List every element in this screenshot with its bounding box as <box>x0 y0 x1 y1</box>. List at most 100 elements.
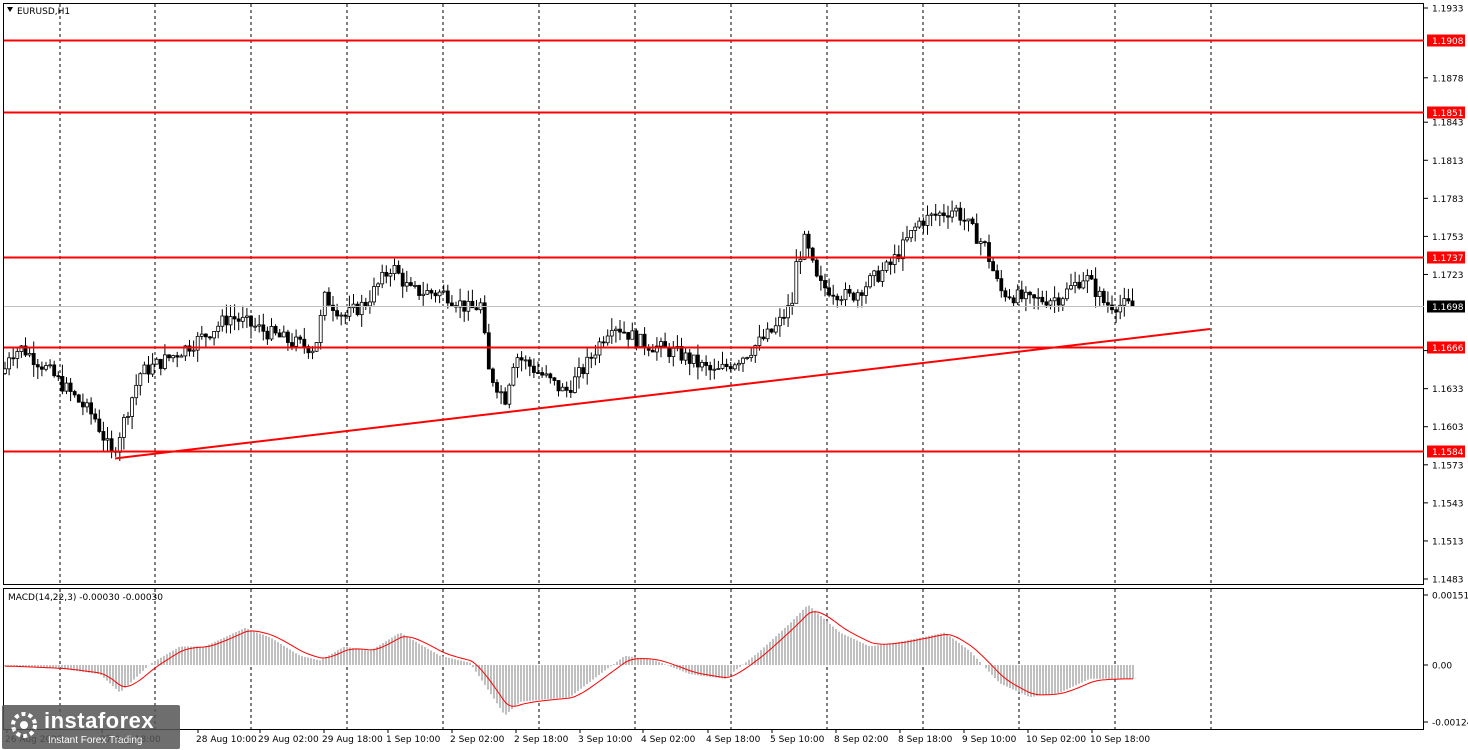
candle-bull <box>1036 296 1041 299</box>
candle-bear <box>1007 296 1012 299</box>
time-label: 8 Sep 02:00 <box>834 735 889 745</box>
candle-bull <box>15 351 20 359</box>
candle-bear <box>1040 296 1045 303</box>
candle-bear <box>93 413 98 420</box>
candle-bull <box>499 391 504 394</box>
candle-bear <box>265 330 270 340</box>
candle-bear <box>277 332 282 338</box>
candle-bull <box>884 261 889 271</box>
candle-bear <box>847 289 852 294</box>
candle-bear <box>761 336 766 340</box>
candle-bear <box>831 294 836 297</box>
candle-bull <box>1024 291 1028 300</box>
candle-bear <box>490 368 495 383</box>
candle-bull <box>134 384 139 399</box>
candle-bull <box>585 356 590 375</box>
candle-bear <box>482 302 487 334</box>
candle-bear <box>946 215 950 218</box>
candle-bull <box>794 261 799 304</box>
candle-bull <box>437 291 442 297</box>
candle-bear <box>642 333 647 348</box>
candle-bull <box>27 353 32 356</box>
candle-bull <box>773 325 778 333</box>
price-tick-label: 1.1753 <box>1432 233 1464 243</box>
price-tick-label: 1.1543 <box>1432 499 1464 509</box>
candle-bull <box>839 299 844 302</box>
price-tick-label: 1.1813 <box>1432 157 1464 167</box>
candle-bear <box>89 402 93 415</box>
candle-bear <box>888 261 893 265</box>
level-price-label: 1.1666 <box>1432 344 1464 354</box>
candle-bull <box>376 283 381 287</box>
candle-bull <box>44 365 48 370</box>
candle-bear <box>532 365 536 373</box>
level-price-tag <box>1427 445 1465 458</box>
candle-bull <box>573 376 577 393</box>
candle-bear <box>384 271 389 277</box>
candle-bull <box>367 301 372 307</box>
candle-bear <box>1089 275 1094 280</box>
candle-bear <box>23 345 28 356</box>
time-label: 10 Sep 02:00 <box>1026 735 1086 745</box>
candle-bull <box>913 226 918 231</box>
support-trendline[interactable] <box>114 328 1211 460</box>
candle-bear <box>396 265 401 274</box>
candle-bull <box>515 357 520 368</box>
candle-bear <box>819 275 823 281</box>
macd-tick-label: -0.00124 <box>1432 719 1468 729</box>
time-label: 4 Sep 02:00 <box>641 735 696 745</box>
macd-label: MACD(14,22,3) -0.00030 -0.00030 <box>8 593 163 603</box>
horizontal-levels[interactable]: 1.1908 1.1851 1.1737 1.1666 1.1584 <box>4 34 1465 459</box>
candle-bull <box>404 282 409 287</box>
candle-bull <box>162 354 167 369</box>
price-tick-label: 1.1483 <box>1432 576 1464 586</box>
candle-bull <box>372 286 376 303</box>
candle-bull <box>954 207 959 212</box>
time-label: 28 Aug 10:00 <box>196 735 257 745</box>
candle-bull <box>351 303 356 309</box>
candle-bull <box>577 367 581 378</box>
price-tick-label: 1.1933 <box>1432 5 1464 15</box>
candle-bear <box>35 364 40 368</box>
time-label: 2 Sep 02:00 <box>450 735 505 745</box>
candle-bear <box>146 364 151 375</box>
candle-bull <box>659 341 663 347</box>
candle-bull <box>154 358 159 365</box>
candle-bull <box>745 357 749 359</box>
candle-bull <box>142 364 147 375</box>
candle-bull <box>630 330 635 340</box>
candle-bear <box>52 364 57 377</box>
candle-bear <box>851 292 856 301</box>
candle-bear <box>1130 300 1135 307</box>
candle-bull <box>425 290 430 295</box>
candle-bear <box>704 362 708 366</box>
candle-bull <box>195 335 200 351</box>
candle-bull <box>937 212 942 216</box>
candle-bull <box>1118 304 1123 313</box>
candle-bear <box>298 336 303 340</box>
candle-bull <box>1097 290 1102 297</box>
candle-bull <box>244 315 249 318</box>
price-tick-label: 1.1878 <box>1432 74 1464 84</box>
candle-bull <box>864 286 868 296</box>
price-tick-label: 1.1723 <box>1432 271 1464 281</box>
candle-bull <box>179 355 184 358</box>
candle-bear <box>1077 281 1082 289</box>
vertical-grid <box>59 4 1212 729</box>
candle-bull <box>322 291 327 316</box>
candle-bull <box>138 373 143 386</box>
time-label: 3 Sep 10:00 <box>578 735 633 745</box>
candle-bear <box>581 367 585 375</box>
candle-bull <box>523 359 528 362</box>
candle-bear <box>285 331 290 343</box>
candle-bull <box>183 345 188 357</box>
candle-bear <box>696 354 700 368</box>
candle-bull <box>790 302 795 307</box>
chart-menu-triangle-icon[interactable] <box>7 7 13 12</box>
candle-bull <box>199 333 204 337</box>
macd-panel-frame <box>3 588 1424 730</box>
candle-bull <box>1073 281 1077 287</box>
candle-bear <box>1093 278 1098 297</box>
candle-bear <box>708 365 713 371</box>
